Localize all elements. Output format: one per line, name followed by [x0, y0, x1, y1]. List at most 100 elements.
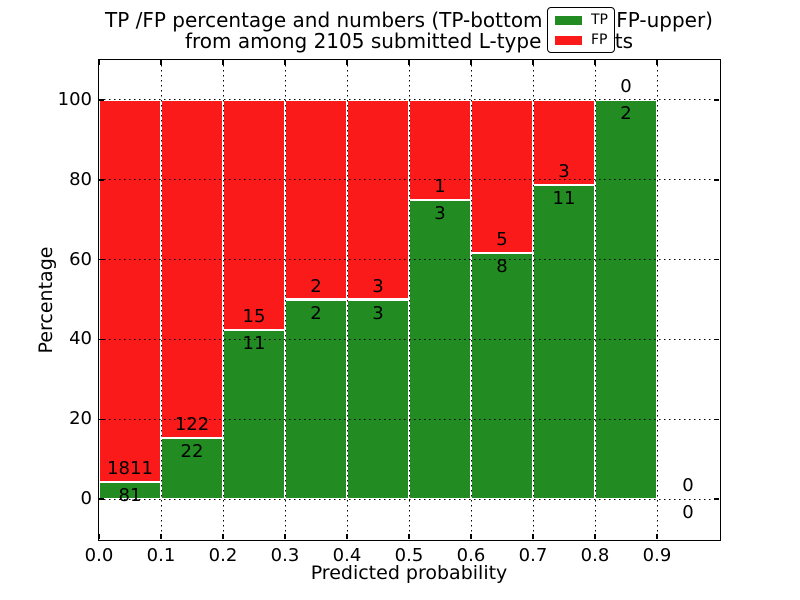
fp-count-label: 15 [242, 306, 266, 328]
y-tick-label: 100 [57, 88, 92, 110]
x-tick-mark-bottom [408, 534, 410, 539]
x-tick-label: 0.2 [208, 545, 238, 566]
x-tick-label: 0.5 [394, 545, 424, 566]
bar-segment-tp [471, 253, 533, 500]
gridline-vertical [222, 60, 224, 539]
fp-count-label: 1 [434, 175, 446, 197]
gridline-vertical [160, 60, 162, 539]
fp-count-label: 5 [496, 229, 508, 251]
y-tick-label: 40 [69, 328, 92, 350]
bar-segment-tp [347, 299, 409, 500]
x-tick-mark-bottom [594, 534, 596, 539]
y-tick-mark-left [99, 258, 104, 261]
y-tick-mark-right [714, 179, 719, 181]
bar-segment-fp [161, 99, 223, 439]
tp-count-label: 3 [434, 202, 446, 224]
x-tick-mark-bottom [160, 534, 162, 539]
bar-segment-fp [471, 99, 533, 254]
x-tick-mark-top [408, 60, 410, 65]
y-tick-mark-right [714, 338, 719, 341]
legend-entry-fp: FP [555, 33, 608, 47]
fp-count-label: 0 [620, 75, 632, 97]
bar-segment-fp [347, 99, 409, 300]
tp-count-label: 11 [552, 188, 576, 210]
bar-segment-tp [161, 438, 223, 500]
y-tick-mark-right [714, 498, 719, 500]
x-tick-label: 0.9 [642, 545, 672, 566]
bar-segment-tp [409, 199, 471, 500]
x-tick-label: 0.4 [332, 545, 362, 566]
tp-count-label: 81 [118, 484, 142, 506]
x-tick-mark-top [160, 60, 162, 65]
fp-count-label: 1811 [107, 457, 153, 479]
x-tick-mark-top [98, 60, 100, 65]
legend-label-tp: TP [591, 12, 608, 28]
bar-segment-tp [533, 185, 595, 500]
fp-count-label: 0 [682, 475, 694, 497]
fp-count-label: 3 [558, 161, 570, 183]
tp-count-label: 3 [372, 302, 384, 324]
x-tick-mark-bottom [284, 534, 286, 539]
x-tick-mark-top [594, 60, 596, 65]
y-tick-mark-left [99, 338, 104, 341]
y-tick-label: 80 [69, 168, 92, 190]
tp-color-swatch [555, 15, 582, 25]
y-tick-mark-left [99, 179, 104, 181]
bar-segment-tp [595, 99, 657, 500]
tp-count-label: 0 [682, 502, 694, 524]
bar-segment-fp [99, 99, 161, 482]
x-tick-mark-top [532, 60, 534, 65]
y-tick-label: 20 [69, 408, 92, 430]
chart-title-line1: TP /FP percentage and numbers (TP-bottom… [105, 8, 713, 32]
x-tick-mark-top [284, 60, 286, 65]
bar-segment-tp [285, 299, 347, 500]
x-tick-mark-bottom [532, 534, 534, 539]
y-tick-mark-right [714, 99, 719, 101]
x-tick-mark-top [222, 60, 224, 65]
y-tick-mark-left [99, 498, 104, 500]
x-tick-mark-bottom [470, 534, 472, 539]
x-axis-label: Predicted probability [310, 562, 508, 584]
tp-count-label: 2 [620, 102, 632, 124]
legend-label-fp: FP [591, 32, 608, 48]
y-tick-mark-right [714, 258, 719, 261]
gridline-vertical [594, 60, 596, 539]
x-tick-mark-top [656, 60, 658, 65]
y-tick-mark-left [99, 418, 104, 420]
fp-count-label: 3 [372, 275, 384, 297]
x-tick-label: 0.8 [580, 545, 610, 566]
tp-count-label: 11 [242, 333, 266, 355]
gridline-vertical [346, 60, 348, 539]
x-tick-mark-bottom [346, 534, 348, 539]
x-tick-label: 0.0 [84, 545, 114, 566]
x-tick-label: 0.6 [456, 545, 486, 566]
legend: TP FP [547, 7, 615, 53]
x-tick-mark-bottom [222, 534, 224, 539]
chart-title-line2: from among 2105 submitted L-type contact… [184, 29, 634, 53]
chart-title: TP /FP percentage and numbers (TP-bottom… [99, 10, 719, 52]
fp-color-swatch [555, 35, 582, 45]
y-tick-label: 0 [80, 488, 92, 510]
plot-area: 1811 81 122 22 15 11 2 2 3 3 1 3 5 8 3 11 0 2 0 0 [98, 60, 719, 539]
y-tick-mark-right [714, 418, 719, 420]
tp-count-label: 22 [180, 441, 204, 463]
x-tick-label: 0.3 [270, 545, 300, 566]
x-tick-mark-bottom [98, 534, 100, 539]
y-tick-mark-left [99, 99, 104, 101]
gridline-vertical [470, 60, 472, 539]
legend-entry-tp: TP [555, 13, 608, 27]
gridline-vertical [408, 60, 410, 539]
fp-count-label: 122 [174, 414, 210, 436]
x-tick-mark-bottom [656, 534, 658, 539]
gridline-vertical [532, 60, 534, 539]
x-tick-mark-top [470, 60, 472, 65]
x-tick-label: 0.1 [146, 545, 176, 566]
tp-count-label: 2 [310, 302, 322, 324]
x-tick-mark-top [346, 60, 348, 65]
gridline-vertical [284, 60, 286, 539]
bar-segment-fp [409, 99, 471, 200]
bar-segment-fp [223, 99, 285, 331]
gridline-vertical [656, 60, 658, 539]
tp-count-label: 8 [496, 256, 508, 278]
